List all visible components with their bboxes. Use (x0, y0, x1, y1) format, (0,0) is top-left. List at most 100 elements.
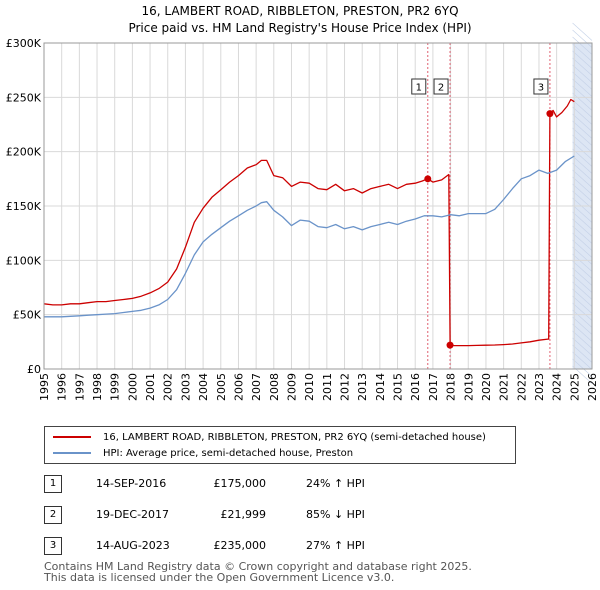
x-tick-label: 1995 (38, 373, 51, 401)
x-tick-label: 2002 (162, 373, 175, 401)
legend-item-hpi: HPI: Average price, semi-detached house,… (53, 445, 353, 461)
future-band-hatch (572, 43, 593, 62)
transaction-number: 1 (44, 475, 62, 493)
x-tick-label: 2007 (250, 373, 263, 401)
future-band-hatch (572, 36, 593, 55)
future-band-hatch (572, 218, 593, 237)
future-band-hatch (572, 127, 593, 146)
footer-license: This data is licensed under the Open Gov… (44, 571, 395, 584)
footer-copyright: Contains HM Land Registry data © Crown c… (44, 560, 472, 573)
future-band-hatch (572, 288, 593, 307)
transaction-number: 2 (44, 506, 62, 524)
future-band-hatch (572, 323, 593, 342)
future-band-hatch (572, 239, 593, 258)
future-band-hatch (572, 197, 593, 216)
x-tick-label: 1998 (91, 373, 104, 401)
x-tick-label: 2020 (480, 373, 493, 401)
x-tick-label: 2024 (551, 373, 564, 401)
future-band-hatch (572, 267, 593, 286)
y-tick-label: £300K (6, 37, 42, 50)
x-tick-label: 2004 (197, 373, 210, 401)
x-tick-label: 2005 (215, 373, 228, 401)
future-band-hatch (572, 253, 593, 272)
future-band-hatch (572, 29, 593, 48)
x-tick-label: 1999 (109, 373, 122, 401)
future-band-hatch (572, 162, 593, 181)
future-band-hatch (572, 64, 593, 83)
legend-item-property: 16, LAMBERT ROAD, RIBBLETON, PRESTON, PR… (53, 429, 486, 445)
future-band-hatch (572, 22, 593, 41)
transaction-marker-box (433, 78, 449, 95)
future-band-hatch (572, 134, 593, 153)
x-tick-label: 2022 (515, 373, 528, 401)
transaction-point (446, 341, 454, 349)
future-band-hatch (572, 225, 593, 244)
future-band-hatch (572, 57, 593, 76)
future-band-hatch (572, 78, 593, 97)
series-line-hpi (44, 155, 575, 318)
future-band-hatch (572, 211, 593, 230)
price-chart: 1 2 3 £0 £50K £100K £150K £200K £250K £300K 1995 19… (6, 22, 599, 401)
future-band-hatch (572, 309, 593, 328)
transaction-date: 19-DEC-2017 (96, 508, 170, 521)
future-band-hatch (572, 351, 593, 370)
legend-label-property: 16, LAMBERT ROAD, RIBBLETON, PRESTON, PR… (103, 431, 486, 443)
transaction-point (424, 175, 432, 183)
future-band-hatch (572, 302, 593, 321)
legend-swatch-property (53, 436, 91, 438)
x-tick-label: 1997 (73, 373, 86, 401)
x-tick-label: 2000 (126, 373, 139, 401)
transaction-date: 14-AUG-2023 (96, 539, 170, 552)
series-line-property (43, 98, 575, 347)
future-band-hatch (572, 330, 593, 349)
legend-swatch-hpi (53, 452, 91, 454)
future-band-hatch (572, 113, 593, 132)
y-tick-label: £150K (6, 200, 42, 213)
transaction-marker-label: 3 (538, 83, 544, 94)
x-tick-label: 2026 (586, 373, 599, 401)
future-band-hatch (572, 85, 593, 104)
x-tick-label: 2010 (303, 373, 316, 401)
transaction-number: 3 (44, 537, 62, 555)
future-band-hatch (572, 141, 593, 160)
transaction-price: £235,000 (213, 539, 267, 552)
future-band-hatch (572, 99, 593, 118)
transaction-price: £175,000 (213, 477, 267, 490)
chart-title-line1: 16, LAMBERT ROAD, RIBBLETON, PRESTON, PR… (141, 4, 459, 18)
future-band-hatch (572, 337, 593, 356)
x-tick-label: 2013 (356, 373, 369, 401)
transaction-hpi-diff: 27% ↑ HPI (306, 539, 365, 552)
x-tick-label: 2003 (179, 373, 192, 401)
x-tick-label: 2025 (568, 373, 581, 401)
future-band-hatch (572, 176, 593, 195)
future-band-hatch (572, 232, 593, 251)
future-band-hatch (572, 281, 593, 300)
x-tick-label: 2008 (268, 373, 281, 401)
transaction-marker-box (533, 78, 549, 95)
y-tick-label: £250K (6, 91, 42, 104)
legend-label-hpi: HPI: Average price, semi-detached house,… (103, 447, 354, 459)
x-tick-label: 2006 (232, 373, 245, 401)
y-tick-label: £200K (6, 146, 42, 159)
future-band-hatch (572, 169, 593, 188)
future-band-hatch (572, 155, 593, 174)
x-tick-label: 2012 (339, 373, 352, 401)
x-tick-label: 2011 (321, 373, 334, 401)
transaction-marker-label: 1 (416, 83, 422, 94)
x-tick-label: 2009 (285, 373, 298, 401)
future-band-hatch (572, 92, 593, 111)
transaction-hpi-diff: 85% ↓ HPI (306, 508, 365, 521)
future-band-hatch (572, 106, 593, 125)
y-tick-label: £0 (27, 363, 41, 376)
future-band-hatch (572, 316, 593, 335)
future-band-hatch (572, 274, 593, 293)
transaction-marker-label: 2 (438, 83, 444, 94)
x-tick-label: 2021 (498, 373, 511, 401)
x-tick-label: 2015 (392, 373, 405, 401)
x-tick-label: 2018 (445, 373, 458, 401)
transaction-marker-box (411, 78, 427, 95)
chart-legend: 16, LAMBERT ROAD, RIBBLETON, PRESTON, PR… (44, 426, 516, 464)
future-band-hatch (572, 204, 593, 223)
future-band-hatch (572, 358, 593, 377)
x-tick-label: 2019 (462, 373, 475, 401)
